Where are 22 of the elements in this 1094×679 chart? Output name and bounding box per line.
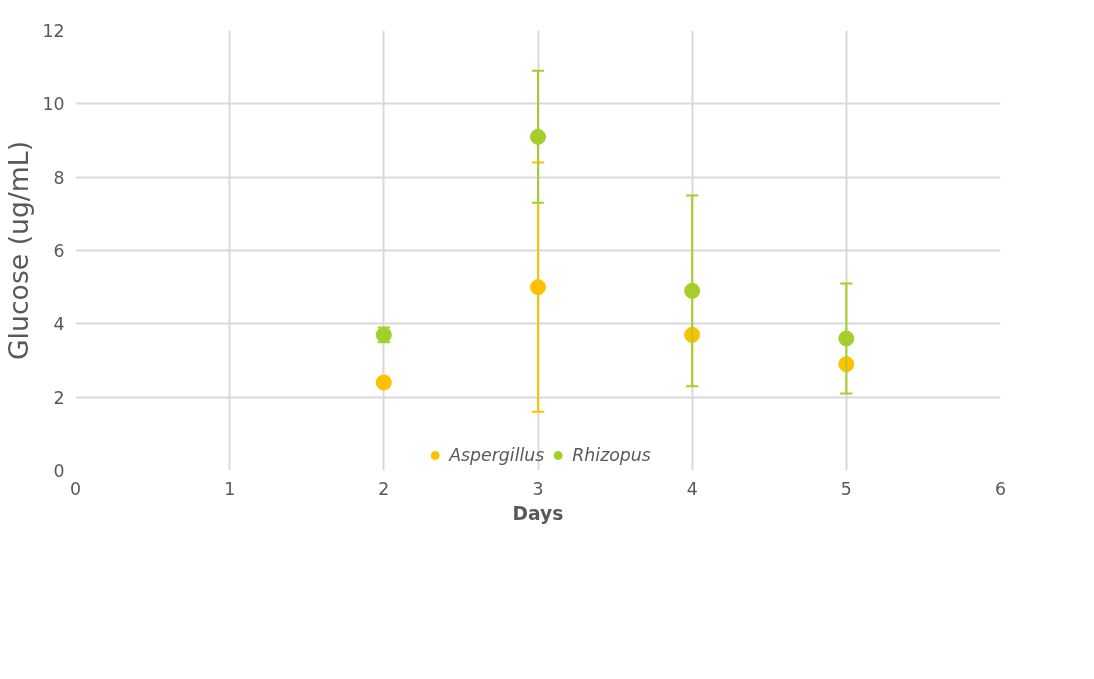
y-tick-label: 8 — [53, 167, 65, 188]
point — [838, 330, 855, 347]
y-axis-title: Glucose (ug/mL) — [3, 140, 35, 361]
y-tick-label: 4 — [53, 314, 65, 335]
x-tick-label: 0 — [69, 478, 82, 499]
y-tick-label: 0 — [53, 461, 65, 481]
y-tick-label: 2 — [53, 387, 65, 408]
point — [684, 282, 701, 299]
y-tick-label: 10 — [42, 94, 65, 115]
x-tick-label: 4 — [686, 478, 698, 499]
y-tick-label: 12 — [42, 21, 65, 41]
x-tick-label: 2 — [378, 478, 390, 499]
x-tick-label: 1 — [224, 478, 236, 499]
legend-label: Aspergillus — [449, 445, 545, 465]
y-tick-label: 6 — [53, 241, 65, 261]
x-tick-label: 6 — [994, 478, 1007, 499]
legend-label: Rhizopus — [572, 445, 651, 465]
point — [530, 279, 546, 296]
point — [530, 128, 546, 145]
x-tick-label: 3 — [532, 478, 544, 499]
x-tick-label: 5 — [840, 478, 852, 499]
x-axis-title: Days — [512, 502, 564, 524]
